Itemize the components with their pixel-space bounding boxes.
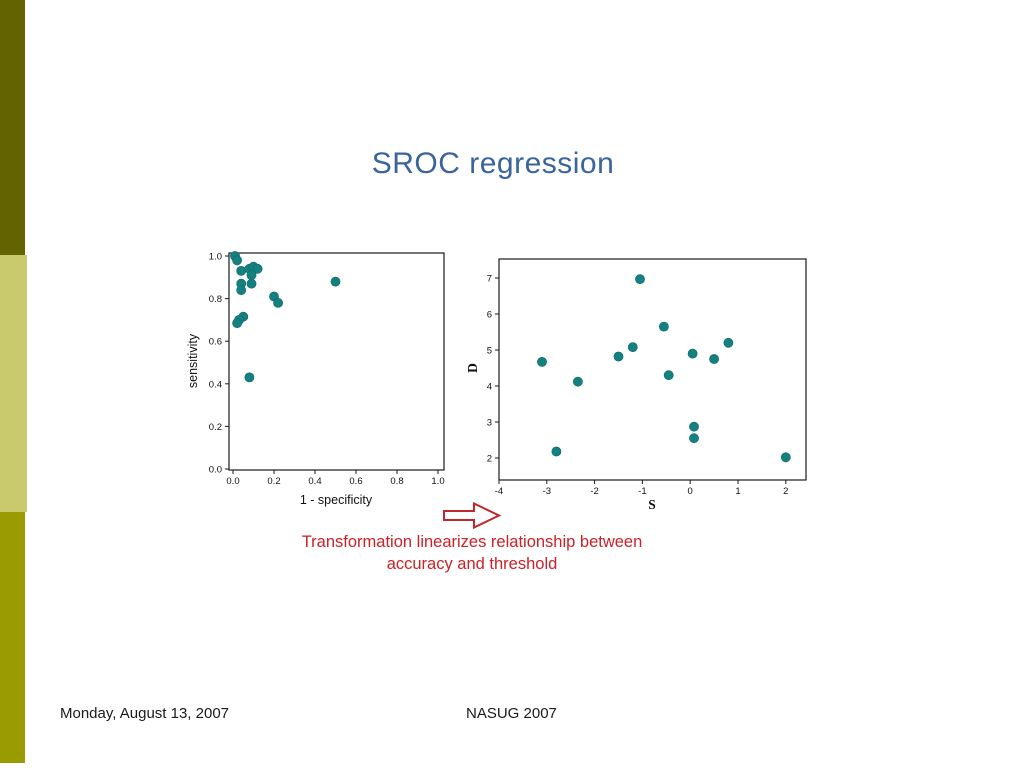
- x-tick-label: -2: [590, 486, 598, 497]
- data-point: [537, 357, 547, 367]
- plot-frame: [498, 258, 807, 481]
- x-axis-label: 1 - specificity: [300, 493, 373, 507]
- x-tick-label: 1.0: [431, 476, 444, 487]
- x-tick-label: -3: [543, 486, 551, 497]
- x-tick-label: 0.2: [267, 476, 280, 487]
- x-tick-label: 0: [688, 486, 693, 497]
- footer-date: Monday, August 13, 2007: [60, 705, 230, 722]
- y-tick-label: 6: [487, 310, 492, 321]
- y-tick-label: 7: [487, 274, 492, 285]
- caption-line1: Transformation linearizes relationship b…: [301, 533, 643, 551]
- data-point: [658, 321, 669, 332]
- y-tick-label: 4: [487, 382, 492, 393]
- data-point: [709, 354, 719, 364]
- data-point: [236, 285, 247, 295]
- data-point: [244, 372, 255, 383]
- x-tick-label: 1: [735, 486, 740, 497]
- data-point: [613, 351, 624, 362]
- right-arrow-icon: [443, 502, 502, 530]
- data-point: [689, 433, 699, 444]
- data-point: [273, 298, 283, 308]
- y-tick-label: 0.0: [209, 465, 222, 476]
- y-tick-label: 0.4: [209, 379, 222, 390]
- footer-event: NASUG 2007: [466, 705, 557, 722]
- y-tick-label: 0.8: [209, 294, 222, 305]
- y-tick-label: 1.0: [209, 252, 222, 263]
- page-title: SROC regression: [371, 147, 615, 180]
- plot-frame: [228, 252, 445, 471]
- y-tick-label: 5: [487, 346, 492, 357]
- x-tick-label: 0.0: [226, 476, 239, 487]
- x-tick-label: 2: [783, 486, 788, 497]
- y-axis-label: D: [465, 363, 480, 373]
- data-point: [663, 370, 674, 381]
- roc-scatter-plot: 0.0 0.2 0.4 0.6 0.8 1.0 0.0 0.2 0.4 0.6 0.8 1.0 1 - …: [186, 251, 445, 507]
- data-point: [252, 263, 263, 274]
- x-tick-label: 0.4: [308, 476, 321, 487]
- data-point: [232, 255, 242, 266]
- data-point: [627, 342, 638, 352]
- y-axis-label: sensitivity: [186, 333, 200, 388]
- x-tick-label: 0.8: [390, 476, 403, 487]
- data-point: [687, 348, 698, 359]
- x-tick-label: -4: [495, 486, 503, 497]
- x-axis-label: S: [648, 497, 656, 512]
- x-tick-label: -1: [638, 486, 646, 497]
- data-point: [246, 278, 257, 289]
- sidebar-block-light: [0, 255, 27, 512]
- y-tick-label: 0.6: [209, 337, 222, 348]
- y-tick-label: 2: [487, 454, 492, 465]
- data-point: [330, 276, 341, 287]
- data-point: [551, 446, 562, 457]
- data-point: [635, 274, 645, 284]
- sroc-scatter-plot: -4 -3 -2 -1 0 1 2 2 3 4 5 6 7 S D: [465, 258, 807, 512]
- y-tick-label: 0.2: [209, 422, 222, 433]
- caption-text: Transformation linearizes relationship b…: [192, 531, 752, 575]
- sidebar-block-dark: [0, 0, 25, 255]
- data-point: [573, 376, 583, 387]
- data-point: [723, 337, 734, 348]
- right-arrow-shape: [443, 502, 502, 530]
- data-point: [232, 318, 242, 328]
- caption-line2: accuracy and threshold: [386, 555, 558, 573]
- data-point: [689, 421, 699, 432]
- data-point: [246, 270, 257, 281]
- y-tick-label: 3: [487, 418, 492, 429]
- data-point: [236, 265, 247, 276]
- sidebar-block-olive: [0, 512, 25, 763]
- data-point: [780, 452, 791, 463]
- x-tick-label: 0.6: [349, 476, 362, 487]
